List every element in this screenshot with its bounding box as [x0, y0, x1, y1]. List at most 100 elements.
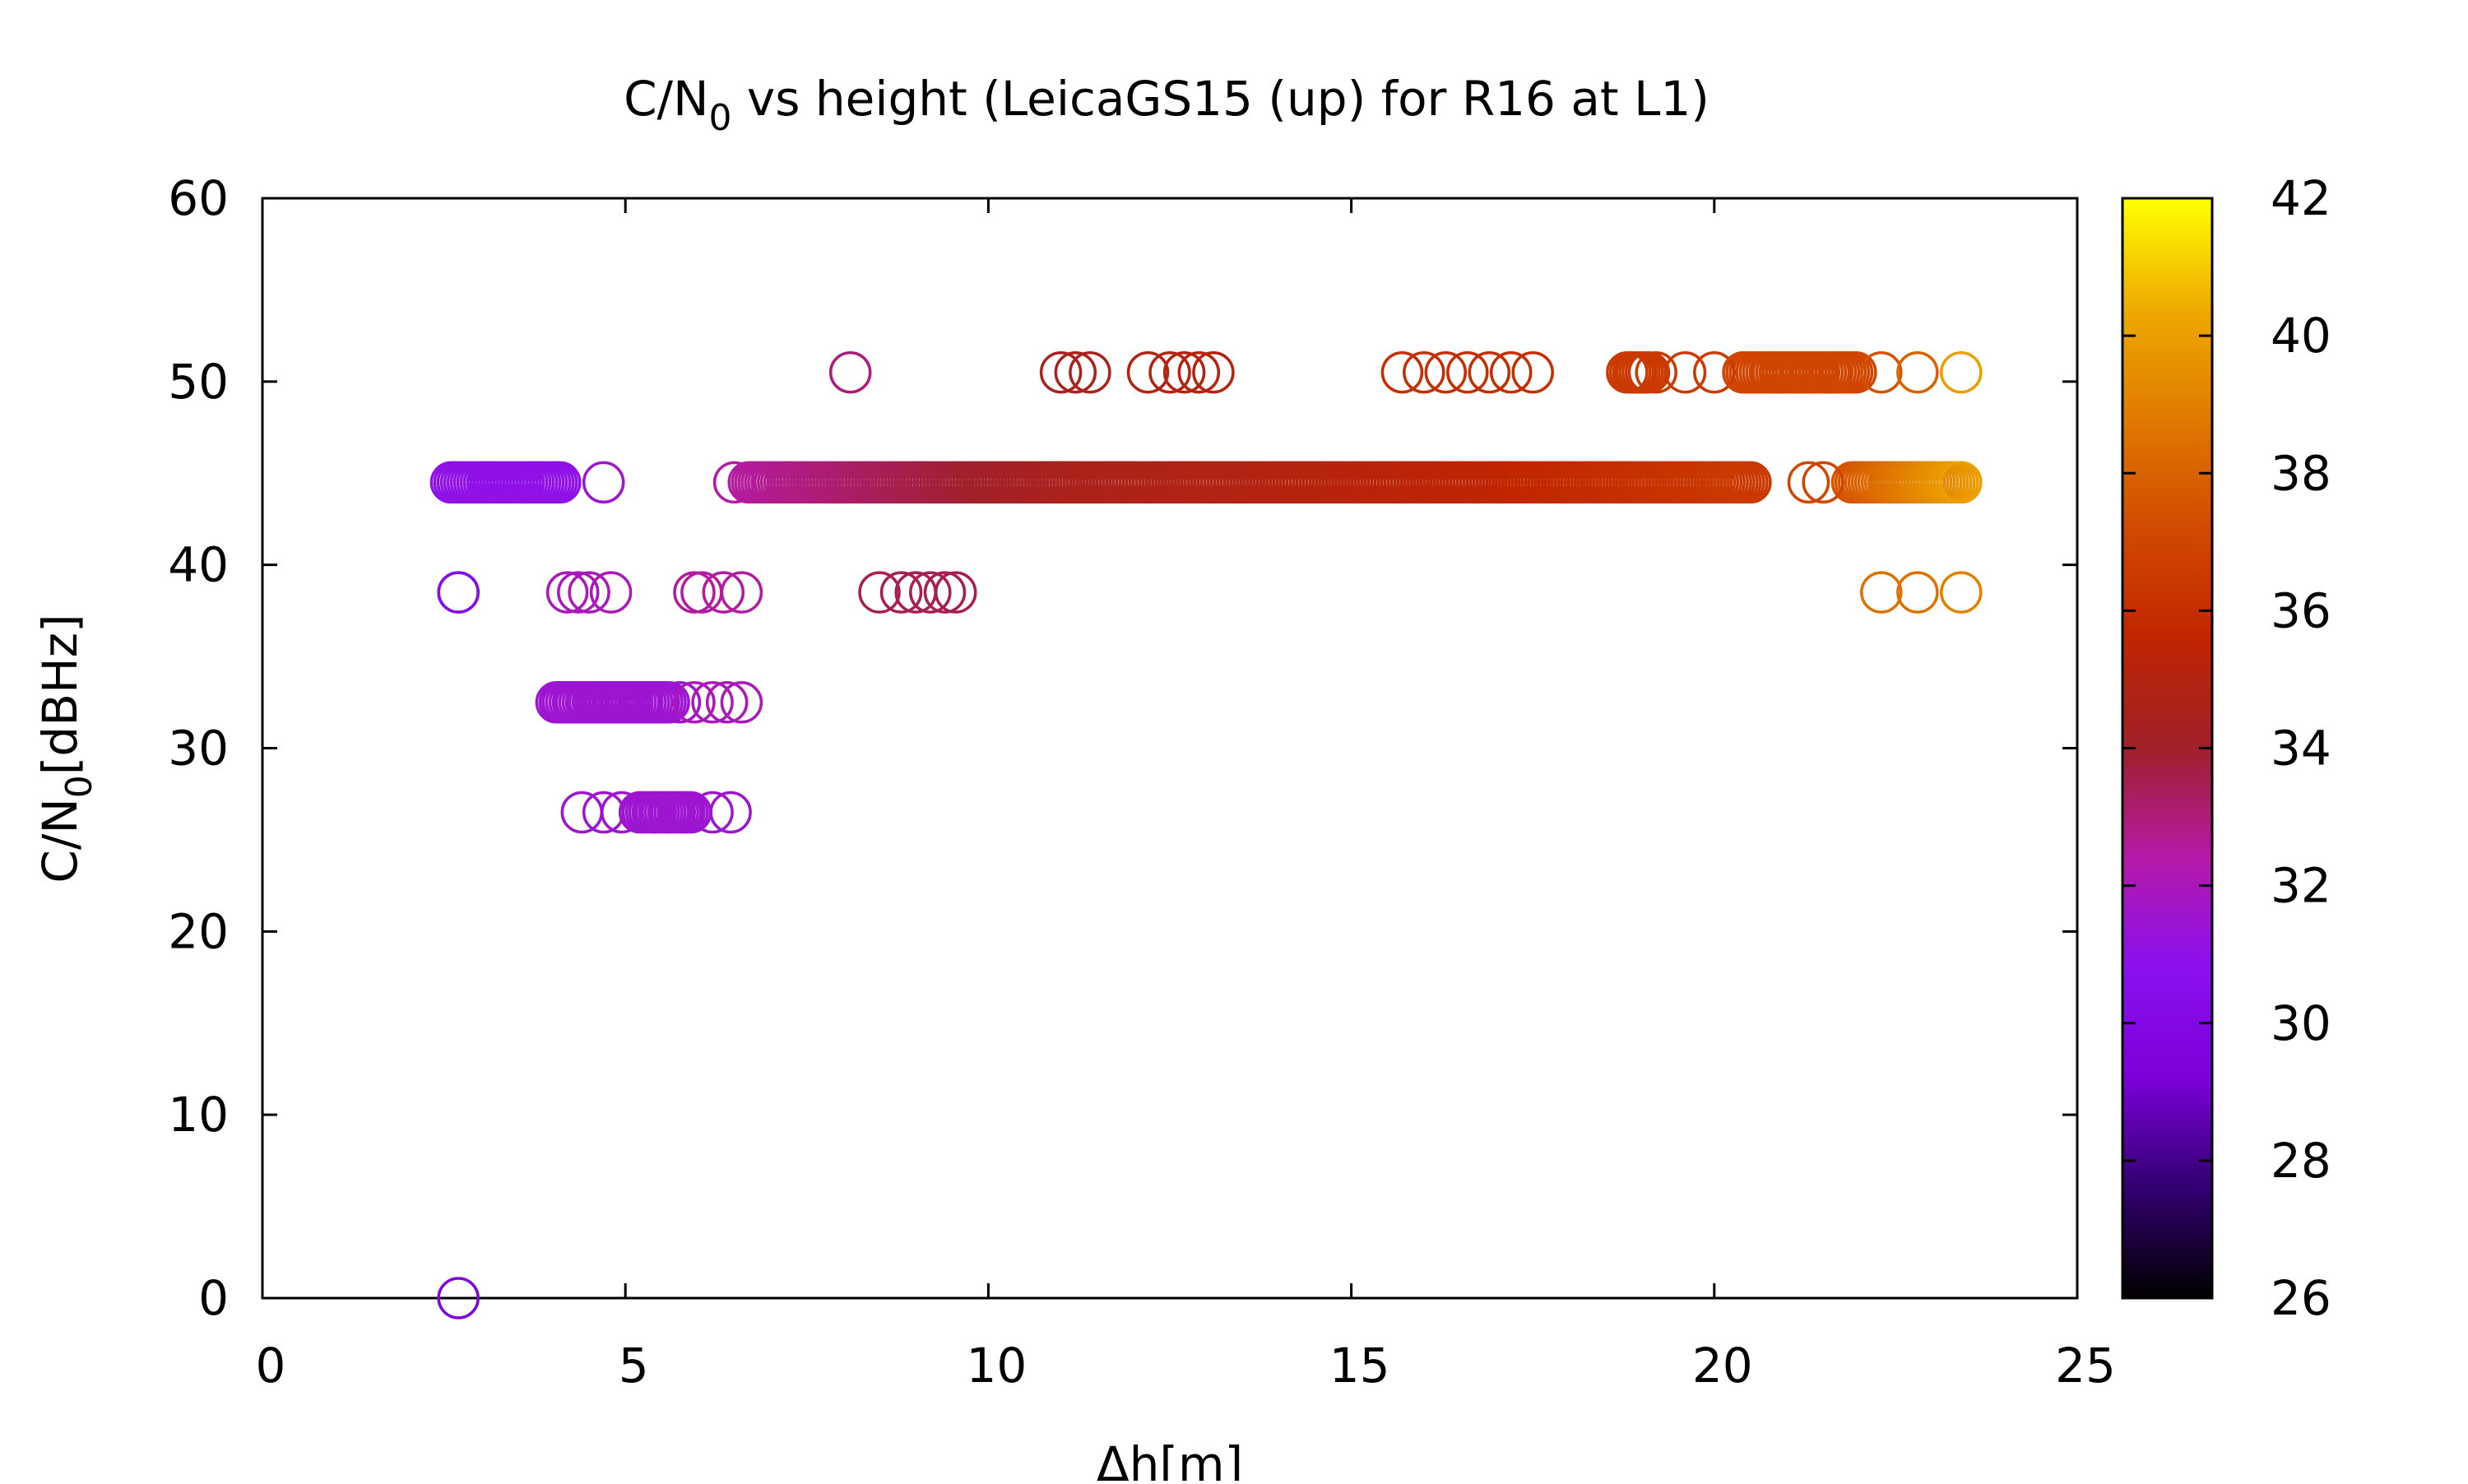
data-point — [1380, 350, 1424, 394]
data-point — [662, 791, 705, 834]
data-point — [601, 681, 643, 724]
y-tick-label: 50 — [168, 354, 229, 410]
data-point — [1729, 461, 1772, 504]
data-point — [1779, 350, 1823, 394]
data-point — [1722, 350, 1765, 394]
data-point — [647, 791, 690, 834]
data-point — [539, 461, 582, 504]
data-point — [1693, 350, 1736, 394]
colorbar-tick-label: 36 — [2271, 582, 2331, 638]
data-point — [1809, 350, 1852, 394]
data-points — [429, 350, 1983, 1319]
data-point — [1446, 350, 1489, 394]
colorbar-tick-label: 40 — [2271, 308, 2331, 364]
data-point — [705, 681, 749, 724]
data-point — [1860, 350, 1903, 394]
data-point — [1069, 350, 1111, 394]
data-point — [828, 350, 872, 394]
y-tick-label: 30 — [168, 721, 229, 777]
colorbar-tick-label: 38 — [2271, 445, 2331, 501]
y-tick-label: 40 — [168, 537, 229, 593]
data-point — [1511, 350, 1554, 394]
data-point — [437, 571, 480, 614]
data-point — [568, 681, 610, 724]
data-point — [1860, 571, 1903, 614]
y-tick-label: 20 — [168, 903, 229, 959]
data-point — [691, 681, 734, 724]
data-point — [637, 681, 680, 724]
y-tick-label: 0 — [198, 1270, 229, 1326]
data-point — [712, 461, 756, 504]
data-point — [1787, 461, 1830, 504]
data-point — [934, 571, 977, 614]
data-point — [1802, 461, 1844, 504]
data-point — [1940, 350, 1983, 394]
data-point — [568, 571, 610, 614]
x-axis: 0 5 10 15 20 25 — [256, 198, 2116, 1394]
data-point — [1039, 350, 1083, 394]
colorbar-tick-label: 32 — [2271, 858, 2331, 914]
data-point — [647, 681, 690, 724]
data-point — [1612, 350, 1656, 394]
x-tick-label: 25 — [2055, 1338, 2116, 1394]
data-point — [582, 681, 625, 724]
data-point — [1054, 350, 1097, 394]
chart-title: C/N0 vs height (LeicaGS15 (up) for R16 a… — [624, 71, 1710, 139]
data-point — [909, 571, 952, 614]
x-tick-label: 20 — [1692, 1338, 1753, 1394]
data-point — [1177, 350, 1221, 394]
data-point — [1896, 571, 1939, 614]
x-tick-label: 15 — [1329, 1338, 1390, 1394]
y-tick-label: 10 — [168, 1087, 229, 1143]
data-point — [923, 571, 967, 614]
data-point — [1835, 350, 1877, 394]
colorbar-gradient — [2121, 197, 2214, 1300]
data-point — [1489, 350, 1533, 394]
data-point — [709, 791, 752, 834]
data-point — [879, 571, 923, 614]
y-tick-label: 60 — [168, 170, 229, 226]
data-point — [539, 681, 582, 724]
colorbar: 26 28 30 32 34 36 38 40 42 — [2121, 170, 2331, 1326]
data-point — [1635, 350, 1677, 394]
data-point — [582, 791, 625, 834]
data-point — [1940, 571, 1983, 614]
colorbar-tick-label: 28 — [2271, 1133, 2331, 1189]
y-axis-label: C/N0[dBHz] — [32, 614, 100, 883]
data-point — [545, 571, 589, 614]
data-point — [553, 681, 596, 724]
data-point — [633, 791, 676, 834]
data-point — [601, 791, 643, 834]
data-point — [1126, 350, 1170, 394]
data-point — [1751, 350, 1794, 394]
data-point — [673, 681, 716, 724]
data-point — [589, 571, 633, 614]
data-point — [1663, 350, 1707, 394]
data-point — [1424, 350, 1468, 394]
data-point — [557, 571, 600, 614]
y-axis: 0 10 20 30 40 50 60 — [168, 170, 2077, 1326]
data-point — [1940, 461, 1983, 504]
data-point — [1192, 350, 1235, 394]
data-point — [658, 681, 702, 724]
x-tick-label: 5 — [619, 1338, 649, 1394]
data-point — [619, 791, 661, 834]
data-point — [582, 461, 625, 504]
data-point — [858, 571, 901, 614]
x-axis-label: Δh[m] — [1097, 1436, 1243, 1481]
data-point — [1162, 350, 1206, 394]
data-point — [691, 791, 734, 834]
data-point — [1148, 350, 1191, 394]
data-point — [1403, 350, 1445, 394]
colorbar-tick-label: 42 — [2271, 170, 2331, 226]
data-point — [1468, 350, 1511, 394]
colorbar-ticks: 26 28 30 32 34 36 38 40 42 — [2122, 170, 2331, 1326]
data-point — [560, 791, 604, 834]
colorbar-tick-label: 26 — [2271, 1270, 2331, 1326]
data-point — [720, 571, 763, 614]
data-point — [720, 681, 763, 724]
colorbar-tick-label: 30 — [2271, 995, 2331, 1051]
x-tick-label: 0 — [256, 1338, 286, 1394]
colorbar-tick-label: 34 — [2271, 721, 2331, 777]
